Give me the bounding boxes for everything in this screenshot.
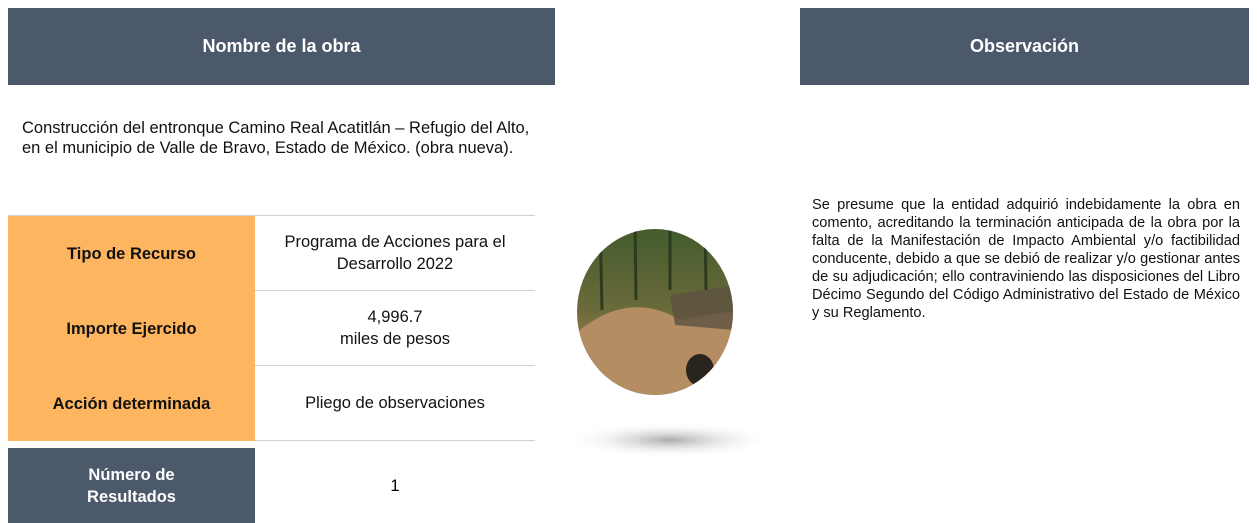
divider [8,215,535,216]
row-value: 4,996.7 miles de pesos [255,291,535,366]
row-value: Programa de Acciones para el Desarrollo … [255,216,535,291]
photo [565,229,775,458]
row-label: Importe Ejercido [8,291,255,366]
description: Construcción del entronque Camino Real A… [22,119,530,157]
amount: 4,996.7 [367,308,423,326]
row-label: Tipo de Recurso [8,216,255,291]
shadow [565,422,775,458]
row-value: 1 [390,476,400,495]
header-left: Nombre de la obra [8,8,555,85]
row-value: Pliego de observaciones [255,366,535,441]
header-right: Observación [800,8,1249,85]
row-label: Número de Resultados [8,448,255,523]
row-label: Acción determinada [8,366,255,441]
unit: miles de pesos [339,330,451,348]
observation: Se presume que la entidad adquirió indeb… [812,197,1240,321]
